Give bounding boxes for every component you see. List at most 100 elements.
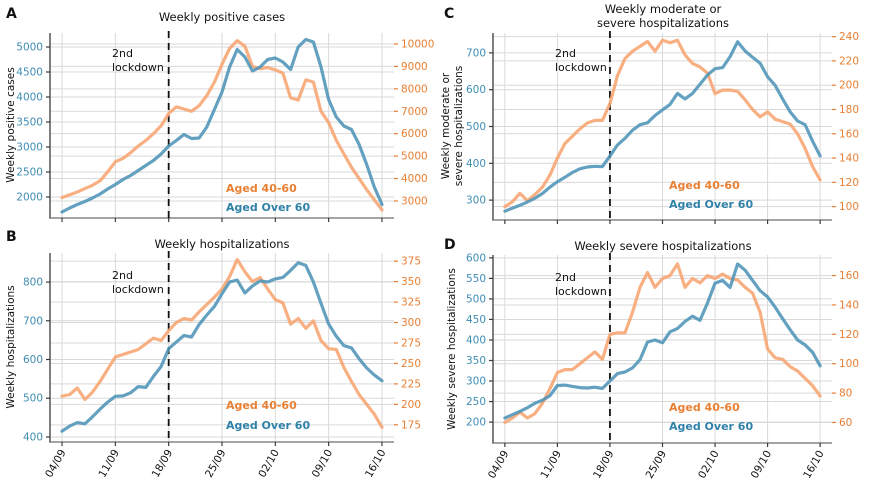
legend-aged-40-60: Aged 40-60 (669, 179, 740, 192)
right-tick-label: 160 (839, 128, 859, 140)
left-tick-label: 800 (23, 277, 43, 289)
panel-D (489, 253, 836, 447)
right-tick-label: 6000 (401, 128, 428, 140)
left-tick-label: 2500 (16, 167, 43, 179)
legend-aged-40-60: Aged 40-60 (669, 401, 740, 414)
left-tick-label: 200 (466, 417, 486, 429)
left-tick-label: 400 (23, 431, 43, 443)
y-axis-label: Weekly severe hospitalizations (446, 268, 458, 430)
x-tick-label: 02/10 (256, 448, 282, 480)
x-tick-label: 18/09 (591, 449, 617, 481)
right-tick-label: 225 (401, 378, 421, 390)
right-tick-label: 200 (401, 399, 421, 411)
right-tick-label: 100 (839, 201, 859, 213)
left-tick-label: 600 (466, 252, 486, 264)
x-tick-label: 11/09 (538, 449, 564, 481)
panel-title: Weekly hospitalizations (154, 237, 289, 251)
left-tick-label: 5000 (16, 42, 43, 54)
left-tick-label: 400 (466, 158, 486, 170)
right-tick-label: 9000 (401, 61, 428, 73)
legend-aged-over-60: Aged Over 60 (226, 419, 310, 432)
legend-aged-40-60: Aged 40-60 (226, 399, 297, 412)
right-tick-label: 160 (839, 270, 859, 282)
left-tick-label: 500 (466, 121, 486, 133)
right-tick-label: 250 (401, 358, 421, 370)
lockdown-annotation: 2nd (555, 47, 576, 60)
right-tick-label: 10000 (401, 38, 434, 50)
x-tick-label: 25/09 (203, 448, 229, 480)
left-tick-label: 3000 (16, 142, 43, 154)
panel-title: Weekly moderate or (605, 2, 722, 16)
panel-A (46, 31, 398, 222)
panel-title: severe hospitalizations (597, 16, 729, 30)
series-line-aged_over_60 (60, 37, 384, 214)
right-tick-label: 60 (839, 417, 852, 429)
right-tick-label: 120 (839, 177, 859, 189)
lockdown-annotation: lockdown (555, 61, 607, 74)
series-line-aged_over_60 (503, 262, 822, 420)
x-tick-label: 04/09 (43, 448, 69, 480)
y-axis-label: Weekly positive cases (5, 67, 17, 182)
left-tick-label: 350 (466, 355, 486, 367)
legend-aged-over-60: Aged Over 60 (669, 420, 753, 433)
right-tick-label: 80 (839, 388, 852, 400)
right-tick-label: 375 (401, 256, 421, 268)
right-tick-label: 4000 (401, 173, 428, 185)
panel-letter: B (6, 229, 17, 245)
y-axis-label: Weekly moderate or (440, 72, 452, 179)
legend-aged-over-60: Aged Over 60 (226, 201, 310, 214)
right-tick-label: 8000 (401, 83, 428, 95)
panel-letter: D (444, 237, 456, 253)
right-tick-label: 240 (839, 31, 859, 43)
left-tick-label: 700 (23, 315, 43, 327)
lockdown-annotation: 2nd (112, 269, 133, 282)
left-tick-label: 550 (466, 273, 486, 285)
right-tick-label: 200 (839, 80, 859, 92)
x-tick-label: 16/10 (363, 448, 389, 480)
right-tick-label: 3000 (401, 195, 428, 207)
left-tick-label: 4500 (16, 67, 43, 79)
x-tick-label: 25/09 (644, 449, 670, 481)
left-tick-label: 450 (466, 314, 486, 326)
x-tick-label: 09/10 (310, 448, 336, 480)
left-tick-label: 600 (466, 84, 486, 96)
lockdown-annotation: lockdown (555, 285, 607, 298)
y-axis-label: severe hospitalizations (453, 66, 465, 187)
right-tick-label: 7000 (401, 106, 428, 118)
x-tick-label: 09/10 (749, 449, 775, 481)
lockdown-annotation: lockdown (112, 61, 164, 74)
left-tick-label: 500 (23, 393, 43, 405)
lockdown-annotation: 2nd (555, 271, 576, 284)
left-tick-label: 600 (23, 354, 43, 366)
right-tick-label: 220 (839, 55, 859, 67)
x-tick-label: 18/09 (150, 448, 176, 480)
right-tick-label: 175 (401, 419, 421, 431)
series-line-aged_over_60 (503, 40, 822, 213)
panel-title: Weekly severe hospitalizations (574, 239, 751, 253)
x-tick-label: 02/10 (696, 449, 722, 481)
panel-C (489, 31, 836, 224)
right-tick-label: 180 (839, 104, 859, 116)
left-tick-label: 300 (466, 376, 486, 388)
left-tick-label: 400 (466, 334, 486, 346)
series-line-aged_40_60 (503, 262, 822, 424)
right-tick-label: 140 (839, 153, 859, 165)
left-tick-label: 250 (466, 396, 486, 408)
x-tick-label: 04/09 (486, 449, 512, 481)
right-tick-label: 140 (839, 299, 859, 311)
y-axis-label: Weekly hospitalizations (5, 285, 17, 408)
left-tick-label: 700 (466, 47, 486, 59)
series-line-aged_40_60 (503, 38, 822, 209)
right-tick-label: 300 (401, 317, 421, 329)
series-line-aged_40_60 (60, 257, 384, 429)
x-tick-label: 16/10 (801, 449, 827, 481)
legend-aged-over-60: Aged Over 60 (669, 198, 753, 211)
left-tick-label: 300 (466, 195, 486, 207)
left-tick-label: 2000 (16, 192, 43, 204)
legend-aged-40-60: Aged 40-60 (226, 182, 297, 195)
panel-B (46, 251, 398, 446)
panel-letter: A (6, 6, 17, 22)
right-tick-label: 275 (401, 338, 421, 350)
